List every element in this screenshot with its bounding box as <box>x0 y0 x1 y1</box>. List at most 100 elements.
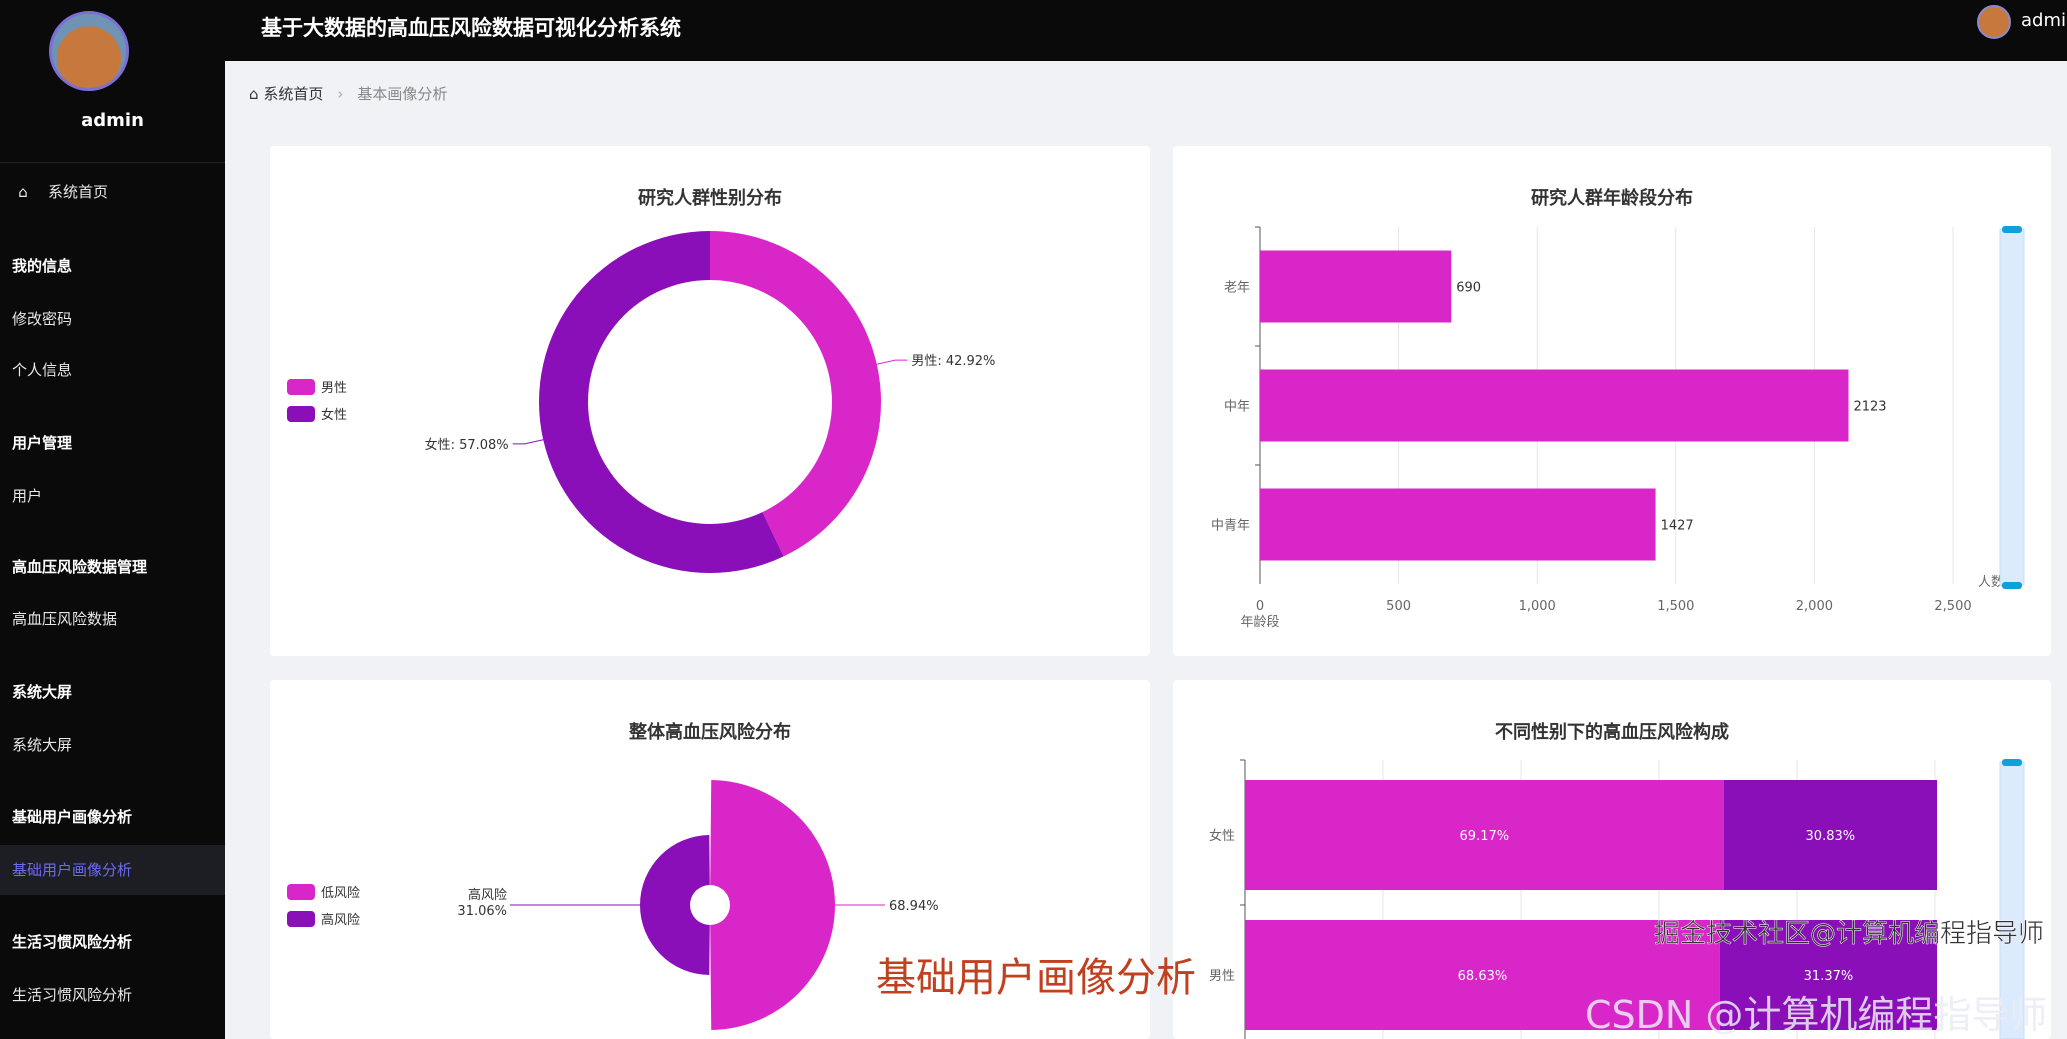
chevron-right-icon: › <box>337 85 344 103</box>
bar-value-label: 2123 <box>1853 400 1886 415</box>
sidebar-item-label: 系统大屏 <box>12 683 73 701</box>
datazoom-handle-top <box>2002 759 2022 766</box>
stacked-bar-segment <box>1245 780 1724 890</box>
bar <box>1260 369 1849 442</box>
rose-slice <box>639 835 710 975</box>
legend-label: 女性 <box>321 407 347 423</box>
stacked-bar-segment <box>1719 920 1937 1030</box>
y-tick-label: 中青年 <box>1211 519 1250 534</box>
sidebar-group-label: 用户管理 <box>0 418 225 468</box>
bar-value-label: 1427 <box>1661 519 1694 534</box>
label-line <box>876 359 908 365</box>
chart-title: 研究人群年龄段分布 <box>1531 188 1693 209</box>
watermark-csdn: CSDN @计算机编程指导师 <box>1585 993 2048 1037</box>
sidebar-username: admin <box>81 110 144 131</box>
y-tick-label: 中年 <box>1224 400 1250 415</box>
segment-label: 69.17% <box>1460 829 1510 844</box>
gender-risk-stacked-chart: 女性 69.17% 30.83% 男性 68.63% 31.37% <box>1209 759 2025 1039</box>
slice-pct-label: 31.06% <box>457 904 507 919</box>
breadcrumb-home[interactable]: 系统首页 <box>263 85 324 103</box>
sidebar-item-label: 修改密码 <box>12 310 73 328</box>
sidebar-item-label: 系统首页 <box>48 183 109 201</box>
legend-swatch <box>287 884 315 900</box>
chart-title: 不同性别下的高血压风险构成 <box>1495 722 1729 743</box>
sidebar-item-label: 我的信息 <box>12 257 73 275</box>
sidebar-item-label: 高血压风险数据 <box>12 610 118 628</box>
rose-slice <box>710 780 836 1030</box>
sidebar-group-label: 我的信息 <box>0 241 225 291</box>
age-chart-card: 研究人群年龄段分布 0 500 1,000 1,500 2,000 2,500 老年 690 中… <box>1173 146 2051 656</box>
donut-slice <box>710 231 882 557</box>
sidebar-item[interactable]: 个人信息 <box>0 345 225 395</box>
legend-swatch <box>287 911 315 927</box>
sidebar-item-label: 基础用户画像分析 <box>12 861 133 879</box>
stacked-bar-segment <box>1245 920 1720 1030</box>
chart-title: 整体高血压风险分布 <box>629 722 791 743</box>
sidebar-item-label: 基础用户画像分析 <box>12 808 133 826</box>
label-line <box>512 439 544 445</box>
sidebar-item[interactable]: 修改密码 <box>0 294 225 344</box>
sidebar-group-label: 生活习惯风险分析 <box>0 917 225 967</box>
stacked-bar-segment <box>1723 780 1937 890</box>
x-axis-name: 人数 <box>1978 575 2004 590</box>
bar-value-label: 690 <box>1456 281 1481 296</box>
legend-label: 男性 <box>321 381 347 396</box>
sidebar-item-label: 用户 <box>12 487 43 505</box>
legend-swatch <box>287 406 315 422</box>
sidebar-group-label: 基础用户画像分析 <box>0 792 225 842</box>
segment-label: 68.63% <box>1458 969 1508 984</box>
bar <box>1260 250 1452 323</box>
breadcrumb: ⌂ 系统首页 › 基本画像分析 <box>249 83 447 104</box>
gender-chart-card: 研究人群性别分布 男性 女性 男性: 42.92% 女性: 57.08% <box>270 146 1150 656</box>
segment-label: 31.37% <box>1804 969 1854 984</box>
avatar[interactable] <box>49 11 129 91</box>
sidebar-item-label: 生活习惯风险分析 <box>12 933 133 951</box>
sidebar-item[interactable]: 生活习惯风险分析 <box>0 970 225 1020</box>
user-menu[interactable]: admin <box>2021 10 2067 31</box>
sidebar-item-label: 高血压风险数据管理 <box>12 558 148 576</box>
sidebar-item[interactable]: 系统大屏 <box>0 720 225 770</box>
slice-label: 女性: 57.08% <box>425 437 509 453</box>
x-tick-label: 1,500 <box>1657 599 1694 614</box>
divider <box>0 162 225 163</box>
legend-label: 高风险 <box>321 912 360 928</box>
x-tick-label: 2,000 <box>1796 599 1833 614</box>
segment-label: 30.83% <box>1806 829 1856 844</box>
y-tick-label: 老年 <box>1224 281 1250 296</box>
legend-label: 低风险 <box>321 886 360 901</box>
x-tick-label: 1,000 <box>1519 599 1556 614</box>
sidebar-item[interactable]: ⌂ 系统首页 <box>0 167 225 217</box>
datazoom-slider <box>1999 228 2025 586</box>
age-bar-chart: 0 500 1,000 1,500 2,000 2,500 老年 690 中年 2123 中青年 14… <box>1211 226 2025 630</box>
legend-swatch <box>287 379 315 395</box>
sidebar-item[interactable]: 基础用户画像分析 <box>0 845 225 895</box>
chart-title: 研究人群性别分布 <box>638 188 782 209</box>
home-icon: ⌂ <box>249 85 259 103</box>
x-tick-label: 0 <box>1256 599 1264 614</box>
home-icon: ⌂ <box>18 183 28 201</box>
y-axis-name: 年龄段 <box>1240 615 1279 630</box>
top-bar: 基于大数据的高血压风险数据可视化分析系统 admin <box>225 0 2067 61</box>
sidebar-item-label: 用户管理 <box>12 434 73 452</box>
y-tick-label: 男性 <box>1209 969 1235 984</box>
sidebar-item-label: 生活习惯风险分析 <box>12 986 133 1004</box>
datazoom-handle-bottom <box>2002 582 2022 589</box>
watermark-juejin: 掘金技术社区@计算机编程指导师 <box>1654 919 2045 950</box>
breadcrumb-current: 基本画像分析 <box>357 85 448 103</box>
x-tick-label: 500 <box>1386 599 1411 614</box>
donut-slice <box>539 231 784 573</box>
risk-chart-card: 整体高血压风险分布 低风险 高风险 68.94% 高风险 31.06% <box>270 680 1150 1039</box>
x-tick-label: 2,500 <box>1934 599 1971 614</box>
user-avatar[interactable] <box>1977 5 2011 39</box>
y-tick-label: 女性 <box>1209 828 1235 844</box>
sidebar: admin ⌂ 系统首页我的信息修改密码个人信息用户管理用户高血压风险数据管理 高血… <box>0 0 225 1039</box>
slice-label: 高风险 <box>468 887 507 903</box>
slice-label: 68.94% <box>889 899 939 914</box>
overlay-caption: 基础用户画像分析 <box>876 955 1196 1001</box>
datazoom-slider <box>1999 761 2025 1039</box>
sidebar-item[interactable]: 用户 <box>0 471 225 521</box>
sidebar-item[interactable]: 高血压风险数据 <box>0 594 225 644</box>
sidebar-item-label: 个人信息 <box>12 361 73 379</box>
